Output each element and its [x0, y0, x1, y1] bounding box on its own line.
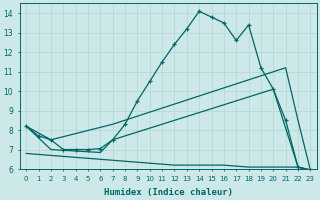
X-axis label: Humidex (Indice chaleur): Humidex (Indice chaleur) [104, 188, 233, 197]
